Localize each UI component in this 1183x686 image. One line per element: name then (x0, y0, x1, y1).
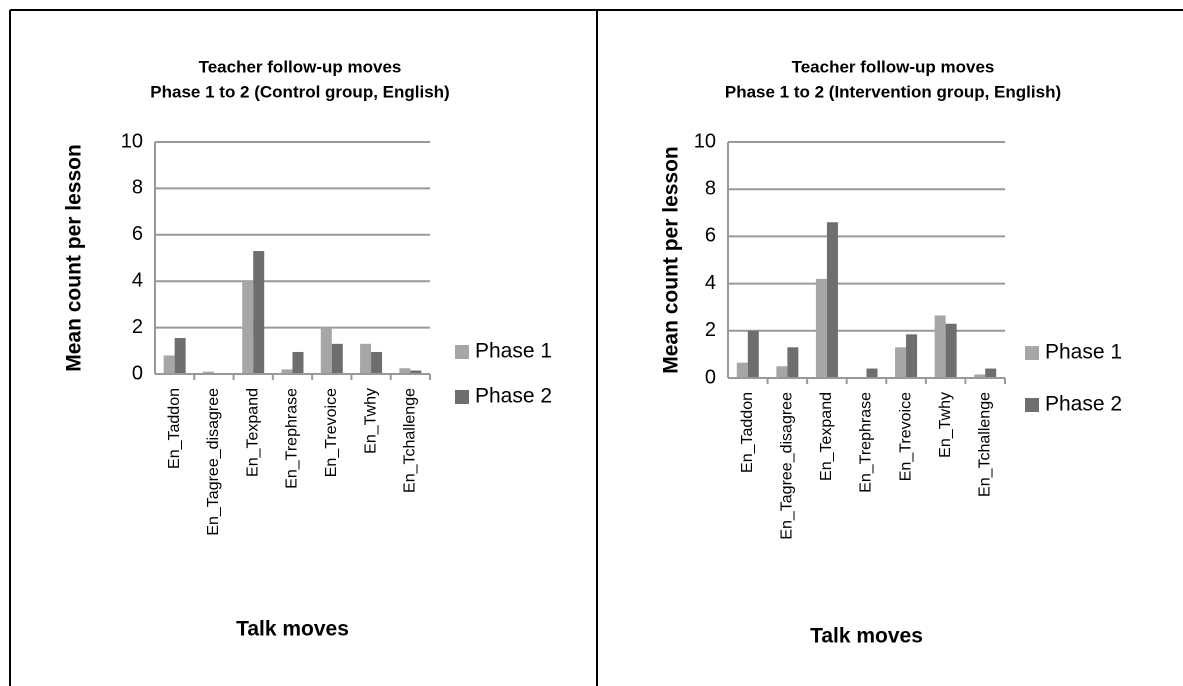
legend-swatch (1025, 398, 1039, 412)
bar (945, 323, 957, 378)
chart-title: Teacher follow-up moves (792, 57, 995, 76)
bar (826, 222, 838, 378)
x-tick-label: En_Texpand (818, 392, 835, 481)
x-tick-label: En_Tagree_disagree (205, 388, 222, 536)
y-tick-label: 0 (132, 362, 143, 384)
bar (985, 368, 997, 378)
y-tick-label: 8 (705, 177, 716, 199)
x-axis-label: Talk moves (810, 625, 923, 648)
y-tick-label: 6 (705, 225, 716, 247)
legend-swatch (455, 390, 469, 404)
bar (410, 370, 422, 374)
bar (974, 374, 986, 378)
bar (331, 343, 343, 374)
bar (815, 278, 827, 378)
y-axis-label: Mean count per lesson (63, 144, 86, 372)
x-tick-label: En_Twhy (362, 388, 379, 454)
bar (360, 343, 372, 374)
x-tick-label: En_Trevoice (897, 392, 914, 481)
x-tick-label: En_Texpand (244, 388, 261, 477)
bar (202, 371, 214, 374)
legend-swatch (455, 345, 469, 359)
bar (253, 251, 265, 374)
y-tick-label: 4 (705, 272, 716, 294)
y-tick-label: 2 (705, 319, 716, 341)
bar (895, 347, 907, 378)
chart-title: Teacher follow-up moves (199, 57, 402, 76)
x-axis-label: Talk moves (236, 618, 349, 641)
x-tick-label: En_Taddon (166, 388, 183, 469)
bar (163, 355, 175, 374)
bar (934, 315, 946, 378)
bar (736, 362, 748, 378)
chart-subtitle: Phase 1 to 2 (Control group, English) (150, 82, 449, 101)
y-tick-label: 10 (694, 130, 716, 152)
legend-label: Phase 1 (1045, 341, 1122, 364)
y-tick-label: 0 (705, 366, 716, 388)
bar (776, 366, 788, 378)
x-tick-label: En_Trephrase (858, 392, 875, 493)
y-tick-label: 10 (121, 130, 143, 152)
y-tick-label: 8 (132, 177, 143, 199)
x-tick-label: En_Trephrase (284, 388, 301, 489)
y-tick-label: 2 (132, 316, 143, 338)
bar (787, 347, 799, 378)
legend-swatch (1025, 346, 1039, 360)
bar (399, 368, 411, 374)
bar (906, 334, 918, 378)
bar (292, 351, 304, 374)
bar (747, 330, 759, 378)
x-tick-label: En_Tchallenge (976, 392, 993, 497)
bar (242, 281, 254, 374)
legend-label: Phase 2 (1045, 393, 1122, 416)
bar (371, 351, 383, 374)
legend-label: Phase 2 (475, 385, 552, 408)
y-tick-label: 4 (132, 269, 143, 291)
x-tick-label: En_Taddon (739, 392, 756, 473)
x-tick-label: En_Tchallenge (402, 388, 419, 493)
bar (320, 327, 332, 374)
x-tick-label: En_Tagree_disagree (779, 392, 796, 540)
legend-label: Phase 1 (475, 340, 552, 363)
x-tick-label: En_Trevoice (323, 388, 340, 477)
bar (866, 368, 878, 378)
y-axis-label: Mean count per lesson (660, 146, 683, 374)
bar (281, 369, 293, 374)
y-tick-label: 6 (132, 223, 143, 245)
x-tick-label: En_Twhy (937, 392, 954, 458)
bar (174, 338, 186, 374)
chart-subtitle: Phase 1 to 2 (Intervention group, Englis… (725, 82, 1061, 101)
